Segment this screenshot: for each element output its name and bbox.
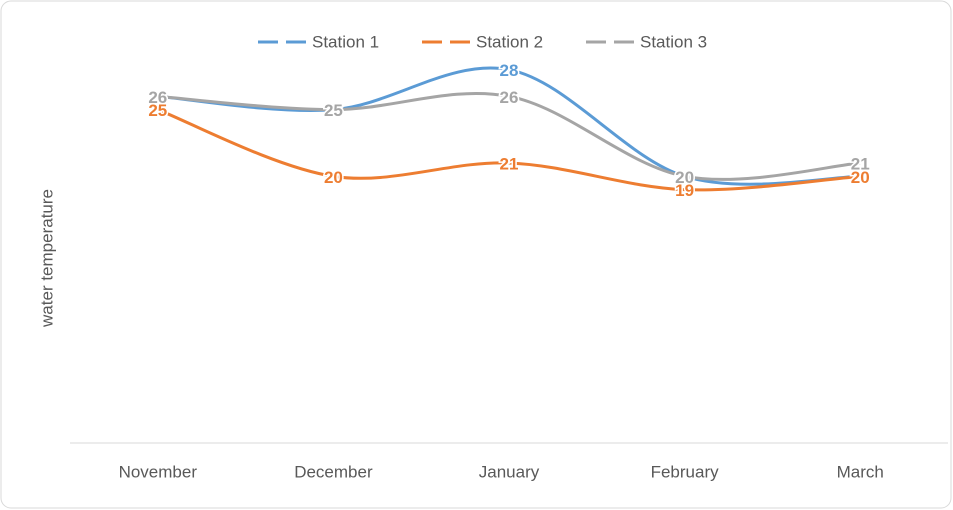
legend-label: Station 3 (640, 32, 707, 51)
data-label: 21 (851, 154, 870, 173)
data-label: 20 (324, 168, 343, 187)
data-label: 25 (324, 101, 343, 120)
data-label: 20 (675, 168, 694, 187)
x-tick-label: January (479, 462, 540, 481)
series-line (157, 66, 861, 186)
data-label: 26 (148, 88, 167, 107)
data-label: 28 (500, 61, 519, 80)
data-label: 26 (148, 88, 167, 107)
data-label: 21 (500, 154, 519, 173)
data-label: 25 (148, 101, 167, 120)
x-tick-label: November (119, 462, 198, 481)
x-tick-label: February (651, 462, 720, 481)
legend-label: Station 2 (476, 32, 543, 51)
data-label: 26 (500, 88, 519, 107)
series-line (157, 91, 861, 181)
series-line (157, 108, 861, 192)
y-axis-label: water temperature (37, 189, 56, 328)
legend-label: Station 1 (312, 32, 379, 51)
x-tick-label: March (837, 462, 884, 481)
data-label: 20 (851, 168, 870, 187)
data-label: 20 (675, 168, 694, 187)
data-label: 25 (324, 101, 343, 120)
data-label: 20 (851, 168, 870, 187)
x-tick-label: December (294, 462, 373, 481)
data-label: 19 (675, 181, 694, 200)
